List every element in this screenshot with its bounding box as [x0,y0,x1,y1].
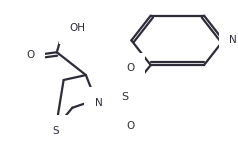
Text: S: S [121,92,128,102]
Text: O: O [27,50,35,60]
Text: N: N [229,35,237,45]
Text: N: N [94,98,102,108]
Text: O: O [126,63,134,73]
Text: O: O [126,121,134,131]
Text: S: S [53,126,59,136]
Text: OH: OH [69,24,85,33]
